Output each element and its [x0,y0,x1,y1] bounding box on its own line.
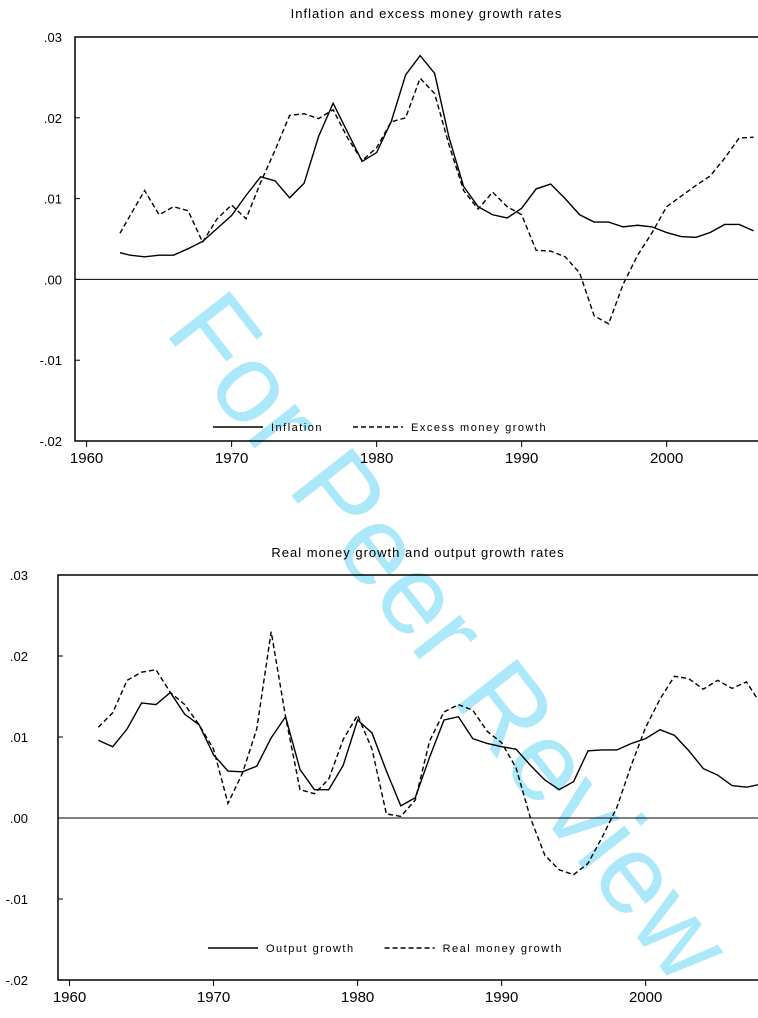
x-tick-label: 1970 [197,989,230,1006]
legend-label: Real money growth [443,943,563,955]
y-tick-label: .03 [10,568,28,583]
plot-frame [57,574,758,981]
x-tick-label: 1990 [505,450,538,467]
y-tick-label: -.02 [6,973,28,988]
y-tick-label: .01 [44,192,62,207]
x-tick-label: 1990 [485,989,518,1006]
y-tick-label: -.01 [40,353,62,368]
plot-frame [74,36,758,442]
y-tick-label: -.01 [6,892,28,907]
series-line [119,76,754,325]
chart-title: Inflation and excess money growth rates [291,6,563,21]
watermark: For Peer Review [144,269,757,1004]
series-line [98,691,758,807]
chart-title: Real money growth and output growth rate… [271,545,564,560]
x-tick-label: 1970 [215,450,248,467]
legend-label: Output growth [266,943,355,955]
x-tick-label: 1980 [341,989,374,1006]
series-line [119,54,754,258]
y-tick-label: .00 [44,272,62,287]
x-tick-label: 1980 [360,450,393,467]
y-tick-label: .02 [44,111,62,126]
x-tick-label: 2000 [629,989,662,1006]
x-tick-label: 2000 [650,450,683,467]
y-tick-label: .01 [10,730,28,745]
y-tick-label: .00 [10,811,28,826]
legend-label: Excess money growth [411,422,547,434]
y-tick-label: .02 [10,649,28,664]
legend-label: Inflation [271,422,323,434]
x-tick-label: 1960 [70,450,103,467]
y-tick-label: .03 [44,30,62,45]
y-tick-label: -.02 [40,434,62,449]
series-line [97,631,758,876]
x-tick-label: 1960 [53,989,86,1006]
